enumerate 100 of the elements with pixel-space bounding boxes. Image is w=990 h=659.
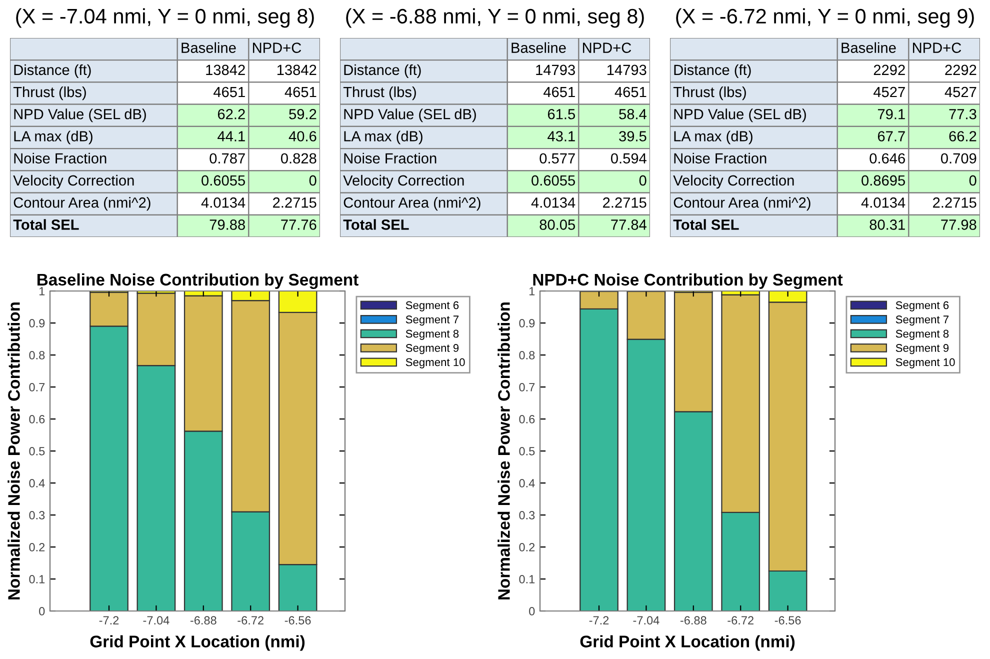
category-label: Thrust (lbs) [13,86,86,100]
text: (X = -6.72 nmi, Y = 0 nmi, seg 9) [676,8,974,28]
text: 61.5 [548,108,575,120]
text: 79.88 [210,220,245,230]
legend-label: Segment 8 [406,330,459,340]
text: 0.8695 [862,175,905,186]
y-tick-label: 0.3 [29,511,45,520]
category-label: Total SEL [343,219,409,230]
text: 79.1 [878,108,905,120]
text: 77.76 [281,220,316,230]
category-label: Contour Area (nmi^2) [674,197,810,211]
y-tick-label: 0.2 [29,543,45,552]
text: 0.787 [210,153,245,164]
text: 0 [969,175,976,186]
text: 14793 [536,64,575,76]
y-tick-label: 0.7 [519,383,535,392]
y-tick-label: 0.6 [519,415,535,424]
legend-label: Segment 9 [406,344,459,354]
category-label: Contour Area (nmi^2) [344,197,480,211]
x-tick-label: -7.04 [633,616,660,625]
y-tick-label: 0.6 [29,415,45,424]
y-tick-label: 1 [39,287,45,296]
y-tick-label: 0.2 [519,543,535,552]
text: 0.6055 [532,175,575,186]
text: 40.6 [288,131,316,142]
category-label: NPD+C [582,42,632,53]
text: 0 [309,175,316,186]
text: 0.646 [870,153,905,164]
category-label: Total SEL [13,219,79,230]
y-tick-label: 0.4 [519,479,535,488]
category-label: Thrust (lbs) [343,86,416,100]
text: 4.0134 [861,197,906,208]
text: 2.2715 [273,197,316,208]
category-label: Distance (ft) [14,64,91,78]
category-label: Noise Fraction [674,152,766,164]
category-label: Velocity Correction [13,174,134,189]
y-tick-label: 0.8 [29,351,45,360]
text: 13842 [206,64,245,76]
category-label: Noise Fraction [14,152,106,164]
text: 14793 [607,64,646,76]
category-label: Velocity Correction [343,174,464,189]
y-axis-title: Normalized Noise Power Contribution [498,302,510,600]
legend-label: Segment 9 [896,344,949,354]
text: 4527 [873,86,905,98]
y-tick-label: 0.3 [519,511,535,520]
text: 77.98 [941,220,976,230]
category-label: NPD Value (SEL dB) [14,108,146,122]
y-axis-title: Normalized Noise Power Contribution [8,302,20,600]
text: 0 [639,175,646,186]
x-tick-label: -6.56 [284,616,311,625]
y-tick-label: 0.1 [519,575,535,584]
y-tick-label: 0.9 [519,319,535,328]
x-tick-label: -6.88 [190,616,216,625]
text: 77.84 [611,220,646,230]
category-label: NPD Value (SEL dB) [344,108,476,122]
legend-label: Segment 8 [896,330,949,340]
category-label: Total SEL [673,219,739,230]
text: 80.31 [870,220,905,230]
text: 4651 [284,86,316,98]
text: (X = -7.04 nmi, Y = 0 nmi, seg 8) [16,8,314,28]
text: 2292 [945,64,976,76]
category-label: LA max (dB) [14,130,92,144]
x-axis-title: Grid Point X Location (nmi) [580,635,795,651]
text: 13842 [277,64,316,76]
category-label: Thrust (lbs) [673,86,746,100]
text: 4651 [543,86,575,98]
legend-label: Segment 7 [896,316,949,326]
text: 80.05 [540,220,575,230]
category-label: LA max (dB) [344,130,422,144]
category-label: Distance (ft) [674,64,751,78]
x-tick-label: -6.56 [774,616,801,625]
x-tick-label: -6.72 [728,616,754,625]
text: 2.2715 [603,197,646,208]
category-label: LA max (dB) [674,130,752,144]
x-tick-label: -7.2 [589,616,609,624]
x-tick-label: -7.04 [143,616,170,625]
legend-label: Segment 10 [406,358,465,368]
y-tick-label: 0.9 [29,319,45,328]
text: 43.1 [548,131,575,142]
category-label: Contour Area (nmi^2) [14,197,150,211]
text: 4651 [614,86,646,98]
y-tick-label: 0.5 [29,447,45,456]
legend-label: Segment 6 [406,301,459,312]
text: 77.3 [949,108,976,120]
text: 2.2715 [933,197,976,208]
text: 44.1 [218,131,245,142]
text: 62.2 [218,108,245,120]
y-tick-label: 0.7 [29,383,45,392]
y-tick-label: 1 [529,287,535,296]
y-tick-label: 0 [529,607,535,616]
category-label: NPD+C [252,42,302,53]
category-label: Baseline [842,42,896,53]
text: 4.0134 [201,197,246,208]
legend-label: Segment 10 [896,358,955,368]
y-tick-label: 0.4 [29,479,45,488]
category-label: Baseline [512,42,566,53]
y-tick-label: 0.8 [519,351,535,360]
category-label: Distance (ft) [344,64,421,78]
legend-label: Segment 6 [896,301,949,312]
category-label: NPD+C [912,42,962,53]
